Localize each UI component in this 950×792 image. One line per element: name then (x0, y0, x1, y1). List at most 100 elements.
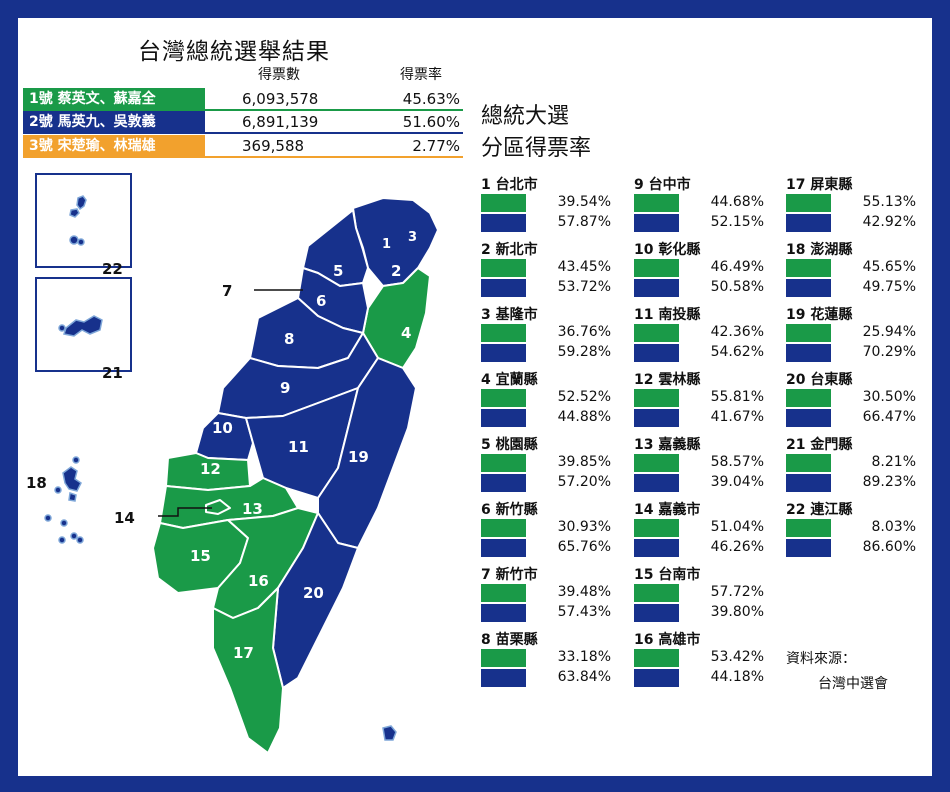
green-swatch (634, 324, 679, 342)
candidate-rate: 45.63% (402, 90, 460, 108)
district-name: 21 金門縣 (786, 437, 853, 453)
green-swatch (481, 584, 526, 602)
region-20 (272, 512, 359, 689)
blue-pct: 59.28% (557, 344, 611, 360)
district-name: 8 苗栗縣 (481, 632, 538, 648)
candidate-rate: 51.60% (402, 113, 460, 131)
district-name: 2 新北市 (481, 242, 538, 258)
map-label-10: 10 (212, 419, 233, 437)
green-pct: 57.72% (710, 584, 764, 600)
blue-pct: 46.26% (710, 539, 764, 555)
district-name: 22 連江縣 (786, 502, 853, 518)
penghu-islands (44, 456, 84, 544)
green-pct: 36.76% (557, 324, 611, 340)
green-pct: 52.52% (557, 389, 611, 405)
green-pct: 45.65% (862, 259, 916, 275)
map-label-9: 9 (280, 379, 290, 397)
green-swatch (634, 454, 679, 472)
district-name: 17 屏東縣 (786, 177, 853, 193)
map-label-15: 15 (190, 547, 211, 565)
green-swatch (634, 584, 679, 602)
green-pct: 55.81% (710, 389, 764, 405)
blue-swatch (634, 604, 679, 622)
green-pct: 39.48% (557, 584, 611, 600)
district-name: 7 新竹市 (481, 567, 538, 583)
blue-pct: 50.58% (710, 279, 764, 295)
blue-pct: 86.60% (862, 539, 916, 555)
blue-swatch (634, 669, 679, 687)
blue-pct: 53.72% (557, 279, 611, 295)
green-pct: 44.68% (710, 194, 764, 210)
green-pct: 8.21% (871, 454, 916, 470)
district-name: 13 嘉義縣 (634, 437, 701, 453)
blue-pct: 52.15% (710, 214, 764, 230)
blue-pct: 39.04% (710, 474, 764, 490)
blue-pct: 54.62% (710, 344, 764, 360)
green-swatch (634, 519, 679, 537)
green-swatch (786, 519, 831, 537)
blue-swatch (786, 539, 831, 557)
blue-swatch (786, 214, 831, 232)
blue-swatch (481, 279, 526, 297)
green-pct: 55.13% (862, 194, 916, 210)
map-label-8: 8 (284, 330, 294, 348)
blue-pct: 44.18% (710, 669, 764, 685)
candidate-votes: 6,891,139 (242, 113, 319, 131)
lanyu-island (382, 725, 397, 741)
green-pct: 46.49% (710, 259, 764, 275)
blue-pct: 41.67% (710, 409, 764, 425)
green-swatch (786, 259, 831, 277)
map-label-7: 7 (222, 282, 232, 300)
blue-pct: 42.92% (862, 214, 916, 230)
region-title-line2: 分區得票率 (481, 136, 592, 161)
region-14 (205, 499, 231, 515)
map-label-4: 4 (401, 324, 411, 342)
candidate-rate: 2.77% (412, 137, 460, 155)
candidate-underline (23, 109, 463, 111)
green-pct: 25.94% (862, 324, 916, 340)
green-pct: 53.42% (710, 649, 764, 665)
district-name: 3 基隆市 (481, 307, 538, 323)
blue-swatch (786, 279, 831, 297)
blue-pct: 70.29% (862, 344, 916, 360)
blue-pct: 49.75% (862, 279, 916, 295)
blue-swatch (786, 474, 831, 492)
green-swatch (481, 519, 526, 537)
candidate-votes: 6,093,578 (242, 90, 319, 108)
blue-swatch (634, 474, 679, 492)
source-value: 台灣中選會 (818, 676, 888, 692)
green-pct: 43.45% (557, 259, 611, 275)
map-label-19: 19 (348, 448, 369, 466)
green-swatch (481, 389, 526, 407)
district-name: 5 桃園縣 (481, 437, 538, 453)
district-name: 19 花蓮縣 (786, 307, 853, 323)
blue-pct: 57.87% (557, 214, 611, 230)
green-pct: 39.54% (557, 194, 611, 210)
district-name: 12 雲林縣 (634, 372, 701, 388)
green-swatch (481, 649, 526, 667)
leader-line-14 (158, 507, 212, 517)
lienchiang-islands (69, 195, 87, 246)
region-17 (212, 587, 284, 754)
district-name: 20 台東縣 (786, 372, 853, 388)
blue-swatch (481, 669, 526, 687)
map-label-13: 13 (242, 500, 263, 518)
blue-swatch (481, 604, 526, 622)
candidate-label: 2號 馬英九、吳敦義 (23, 111, 205, 133)
blue-pct: 44.88% (557, 409, 611, 425)
results-panel: 台灣總統選舉結果 得票數 得票率 1號 蔡英文、蘇嘉全 6,093,578 45… (18, 18, 932, 776)
blue-swatch (481, 539, 526, 557)
green-swatch (634, 259, 679, 277)
green-pct: 42.36% (710, 324, 764, 340)
blue-pct: 65.76% (557, 539, 611, 555)
blue-pct: 39.80% (710, 604, 764, 620)
map-label-12: 12 (200, 460, 221, 478)
map-label-21: 21 (102, 364, 123, 382)
green-pct: 30.93% (557, 519, 611, 535)
green-pct: 8.03% (871, 519, 916, 535)
candidate-underline (23, 132, 463, 134)
map-label-22: 22 (102, 260, 123, 278)
green-swatch (481, 454, 526, 472)
blue-pct: 89.23% (862, 474, 916, 490)
district-name: 9 台中市 (634, 177, 691, 193)
